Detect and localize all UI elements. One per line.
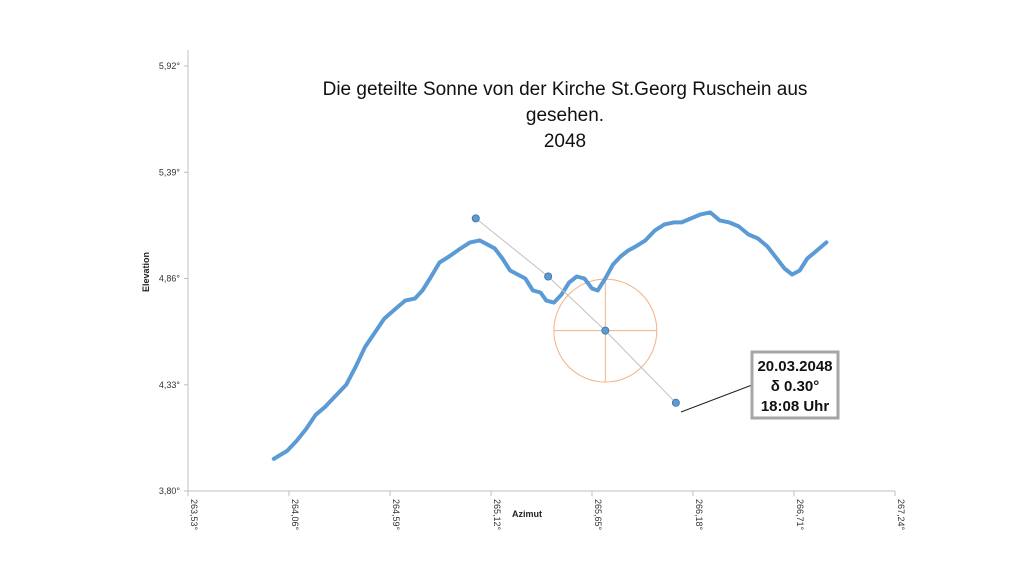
x-tick-label: 265,65° — [593, 499, 603, 531]
y-axis-title: Elevation — [141, 252, 151, 292]
x-tick-label: 264,06° — [290, 499, 300, 531]
x-tick-label: 266,71° — [795, 499, 805, 531]
sun-path-marker — [601, 326, 610, 335]
chart-title-line-3: 2048 — [544, 131, 586, 152]
y-tick-label: 4,33° — [159, 380, 181, 390]
callout-time: 18:08 Uhr — [761, 398, 830, 415]
callout-leader-line — [680, 384, 753, 413]
horizon-line — [271, 210, 829, 461]
callout-declination: δ 0.30° — [771, 378, 819, 395]
date-callout: 20.03.2048 δ 0.30° 18:08 Uhr — [680, 350, 840, 420]
sun-path-marker — [471, 214, 480, 223]
y-tick-label: 5,92° — [159, 61, 181, 71]
series-group — [271, 210, 829, 461]
chart-title-line-1: Die geteilte Sonne von der Kirche St.Geo… — [323, 79, 808, 100]
x-tick-label: 263,53° — [189, 499, 199, 531]
sun-path-marker — [544, 272, 553, 281]
x-tick-label: 267,24° — [896, 499, 906, 531]
x-tick-label: 265,12° — [492, 499, 502, 531]
callout-box — [750, 350, 840, 420]
y-tick-label: 4,86° — [159, 274, 181, 284]
x-tick-label: 266,18° — [694, 499, 704, 531]
sun-path-marker — [671, 398, 680, 407]
chart-title-line-2: gesehen. — [526, 105, 604, 126]
marker-group — [471, 214, 680, 407]
axes: 3,80° 4,33° 4,86° 5,39° 5,92° 263,53° 264,06° 2… — [159, 50, 906, 531]
sun-path-line — [475, 218, 677, 404]
y-tick-label: 3,80° — [159, 486, 181, 496]
y-tick-label: 5,39° — [159, 167, 181, 177]
x-tick-label: 264,59° — [391, 499, 401, 531]
callout-date: 20.03.2048 — [757, 358, 832, 375]
x-axis-title: Azimut — [512, 509, 542, 519]
